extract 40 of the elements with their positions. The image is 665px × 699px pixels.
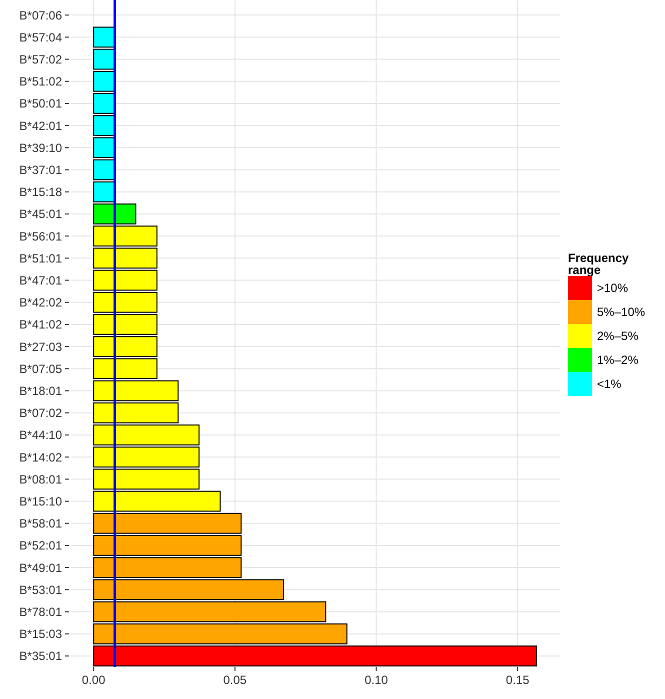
x-tick-label: 0.15 — [506, 673, 530, 687]
y-tick-label: B*44:10 — [19, 428, 62, 442]
x-tick-label: 0.00 — [82, 673, 106, 687]
y-tick-label: B*07:05 — [19, 362, 62, 376]
y-tick-label: B*56:01 — [19, 229, 62, 244]
x-tick-label: 0.10 — [364, 673, 388, 687]
y-tick-label: B*78:01 — [19, 604, 62, 619]
y-tick-label: B*15:18 — [19, 185, 62, 200]
y-tick-label: B*51:02 — [19, 74, 62, 89]
y-tick-label: B*53:01 — [19, 582, 62, 597]
y-tick-label: B*52:01 — [19, 538, 62, 553]
y-tick-label: B*35:01 — [19, 649, 62, 664]
y-tick-label: B*42:01 — [19, 118, 62, 133]
y-tick-label: B*14:02 — [19, 450, 62, 464]
y-tick-label: B*37:01 — [19, 162, 62, 177]
y-tick-label: B*50:01 — [19, 96, 62, 111]
legend-title: Frequency range — [568, 251, 630, 277]
legend-label: 2%–5% — [597, 329, 639, 344]
legend-label: >10% — [597, 281, 628, 296]
y-tick-label: B*41:02 — [19, 318, 62, 332]
y-tick-label: B*07:02 — [19, 406, 62, 420]
y-tick-label: B*58:01 — [19, 516, 62, 531]
y-tick-label: B*39:10 — [19, 140, 62, 155]
y-tick-label: B*47:01 — [19, 273, 62, 288]
y-tick-label: B*57:04 — [19, 30, 62, 44]
y-tick-label: B*45:01 — [19, 207, 62, 222]
legend-label: 5%–10% — [597, 305, 646, 320]
legend-label: <1% — [597, 377, 622, 392]
y-tick-label: B*18:01 — [19, 384, 62, 398]
x-tick-label: 0.05 — [223, 673, 247, 687]
legend-label: 1%–2% — [597, 353, 639, 368]
y-tick-label: B*57:02 — [19, 52, 62, 66]
y-tick-label: B*51:01 — [19, 251, 62, 266]
y-tick-label: B*42:02 — [19, 296, 62, 310]
y-tick-label: B*15:03 — [19, 627, 62, 642]
y-tick-label: B*08:01 — [19, 472, 62, 486]
y-tick-label: B*15:10 — [19, 494, 62, 508]
y-tick-label: B*27:03 — [19, 340, 62, 354]
y-tick-label: B*49:01 — [19, 560, 62, 575]
y-tick-label: B*07:06 — [19, 8, 62, 22]
